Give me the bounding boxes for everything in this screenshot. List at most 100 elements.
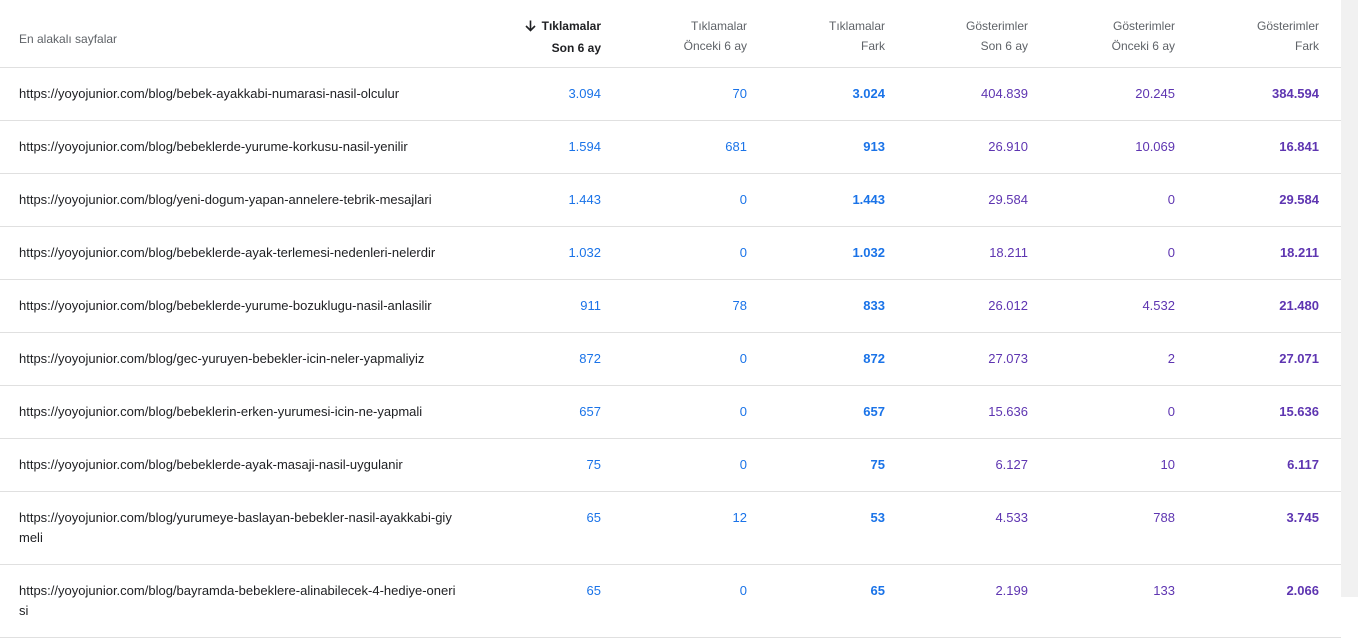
impressions-recent-cell: 26.910: [885, 120, 1028, 174]
header-spacer: [1319, 0, 1341, 68]
table-row[interactable]: https://yoyojunior.com/blog/yeni-dogum-y…: [0, 173, 1341, 227]
clicks-prev-cell: 70: [601, 67, 747, 121]
impressions-recent-cell: 4.533: [885, 491, 1028, 565]
clicks-prev-cell: 0: [601, 226, 747, 280]
page-url[interactable]: https://yoyojunior.com/blog/bebeklerde-y…: [0, 120, 460, 174]
clicks-diff-cell: 833: [747, 279, 885, 333]
row-spacer: [1319, 67, 1341, 121]
clicks-recent-cell: 65: [460, 564, 601, 638]
page-url[interactable]: https://yoyojunior.com/blog/bebeklerde-a…: [0, 226, 460, 280]
impressions-prev-cell: 0: [1028, 385, 1175, 439]
column-header-clicks-prev[interactable]: Tıklamalar Önceki 6 ay: [601, 0, 747, 68]
column-header-clicks-diff[interactable]: Tıklamalar Fark: [747, 0, 885, 68]
table-row[interactable]: https://yoyojunior.com/blog/bayramda-beb…: [0, 564, 1341, 638]
clicks-prev-cell: 0: [601, 564, 747, 638]
row-spacer: [1319, 332, 1341, 386]
page-url[interactable]: https://yoyojunior.com/blog/yurumeye-bas…: [0, 491, 460, 565]
impressions-diff-cell: 2.066: [1175, 564, 1319, 638]
row-spacer: [1319, 491, 1341, 565]
impressions-prev-cell: 0: [1028, 226, 1175, 280]
impressions-diff-cell: 3.745: [1175, 491, 1319, 565]
impressions-diff-cell: 384.594: [1175, 67, 1319, 121]
clicks-diff-cell: 1.032: [747, 226, 885, 280]
impressions-prev-cell: 788: [1028, 491, 1175, 565]
vertical-scrollbar[interactable]: [1341, 0, 1358, 597]
impressions-diff-cell: 27.071: [1175, 332, 1319, 386]
column-header-clicks-recent[interactable]: Tıklamalar Son 6 ay: [460, 0, 601, 68]
impressions-diff-cell: 21.480: [1175, 279, 1319, 333]
clicks-prev-cell: 0: [601, 173, 747, 227]
row-spacer: [1319, 385, 1341, 439]
clicks-diff-cell: 3.024: [747, 67, 885, 121]
clicks-diff-cell: 65: [747, 564, 885, 638]
impressions-recent-cell: 15.636: [885, 385, 1028, 439]
clicks-prev-cell: 0: [601, 385, 747, 439]
table-row[interactable]: https://yoyojunior.com/blog/bebeklerde-y…: [0, 120, 1341, 174]
clicks-recent-cell: 1.443: [460, 173, 601, 227]
table-row[interactable]: https://yoyojunior.com/blog/gec-yuruyen-…: [0, 332, 1341, 386]
impressions-recent-cell: 2.199: [885, 564, 1028, 638]
impressions-diff-cell: 6.117: [1175, 438, 1319, 492]
impressions-recent-cell: 18.211: [885, 226, 1028, 280]
page-url[interactable]: https://yoyojunior.com/blog/gec-yuruyen-…: [0, 332, 460, 386]
clicks-diff-cell: 75: [747, 438, 885, 492]
impressions-diff-cell: 18.211: [1175, 226, 1319, 280]
impressions-prev-cell: 0: [1028, 173, 1175, 227]
page-url[interactable]: https://yoyojunior.com/blog/bebek-ayakka…: [0, 67, 460, 121]
clicks-recent-cell: 3.094: [460, 67, 601, 121]
page-url[interactable]: https://yoyojunior.com/blog/bebeklerin-e…: [0, 385, 460, 439]
clicks-recent-cell: 1.032: [460, 226, 601, 280]
impressions-prev-cell: 2: [1028, 332, 1175, 386]
column-header-impressions-diff[interactable]: Gösterimler Fark: [1175, 0, 1319, 68]
row-spacer: [1319, 279, 1341, 333]
impressions-diff-cell: 16.841: [1175, 120, 1319, 174]
clicks-prev-cell: 681: [601, 120, 747, 174]
page-url[interactable]: https://yoyojunior.com/blog/bebeklerde-y…: [0, 279, 460, 333]
row-spacer: [1319, 173, 1341, 227]
clicks-diff-cell: 657: [747, 385, 885, 439]
page-url[interactable]: https://yoyojunior.com/blog/yeni-dogum-y…: [0, 173, 460, 227]
clicks-recent-cell: 657: [460, 385, 601, 439]
row-spacer: [1319, 120, 1341, 174]
arrow-down-icon: [525, 18, 536, 38]
clicks-recent-cell: 65: [460, 491, 601, 565]
clicks-diff-cell: 913: [747, 120, 885, 174]
column-header-impressions-recent[interactable]: Gösterimler Son 6 ay: [885, 0, 1028, 68]
column-header-impressions-prev[interactable]: Gösterimler Önceki 6 ay: [1028, 0, 1175, 68]
page-url[interactable]: https://yoyojunior.com/blog/bayramda-beb…: [0, 564, 460, 638]
impressions-recent-cell: 404.839: [885, 67, 1028, 121]
table-row[interactable]: https://yoyojunior.com/blog/bebeklerde-y…: [0, 279, 1341, 333]
table-row[interactable]: https://yoyojunior.com/blog/yurumeye-bas…: [0, 491, 1341, 565]
impressions-prev-cell: 10: [1028, 438, 1175, 492]
clicks-recent-cell: 75: [460, 438, 601, 492]
table-header-row: En alakalı sayfalar Tıklamalar Son 6 ay …: [0, 0, 1341, 68]
table-row[interactable]: https://yoyojunior.com/blog/bebeklerin-e…: [0, 385, 1341, 439]
impressions-prev-cell: 133: [1028, 564, 1175, 638]
row-spacer: [1319, 564, 1341, 638]
clicks-prev-cell: 12: [601, 491, 747, 565]
clicks-recent-cell: 911: [460, 279, 601, 333]
impressions-prev-cell: 20.245: [1028, 67, 1175, 121]
clicks-diff-cell: 1.443: [747, 173, 885, 227]
column-header-pages[interactable]: En alakalı sayfalar: [0, 0, 460, 68]
clicks-recent-cell: 1.594: [460, 120, 601, 174]
impressions-recent-cell: 27.073: [885, 332, 1028, 386]
table-row[interactable]: https://yoyojunior.com/blog/bebeklerde-a…: [0, 226, 1341, 280]
impressions-recent-cell: 26.012: [885, 279, 1028, 333]
clicks-diff-cell: 872: [747, 332, 885, 386]
row-spacer: [1319, 226, 1341, 280]
impressions-recent-cell: 29.584: [885, 173, 1028, 227]
impressions-diff-cell: 29.584: [1175, 173, 1319, 227]
table-row[interactable]: https://yoyojunior.com/blog/bebeklerde-a…: [0, 438, 1341, 492]
clicks-prev-cell: 78: [601, 279, 747, 333]
row-spacer: [1319, 438, 1341, 492]
clicks-recent-cell: 872: [460, 332, 601, 386]
impressions-diff-cell: 15.636: [1175, 385, 1319, 439]
impressions-prev-cell: 4.532: [1028, 279, 1175, 333]
clicks-prev-cell: 0: [601, 438, 747, 492]
table-row[interactable]: https://yoyojunior.com/blog/bebek-ayakka…: [0, 67, 1341, 121]
page-url[interactable]: https://yoyojunior.com/blog/bebeklerde-a…: [0, 438, 460, 492]
impressions-prev-cell: 10.069: [1028, 120, 1175, 174]
